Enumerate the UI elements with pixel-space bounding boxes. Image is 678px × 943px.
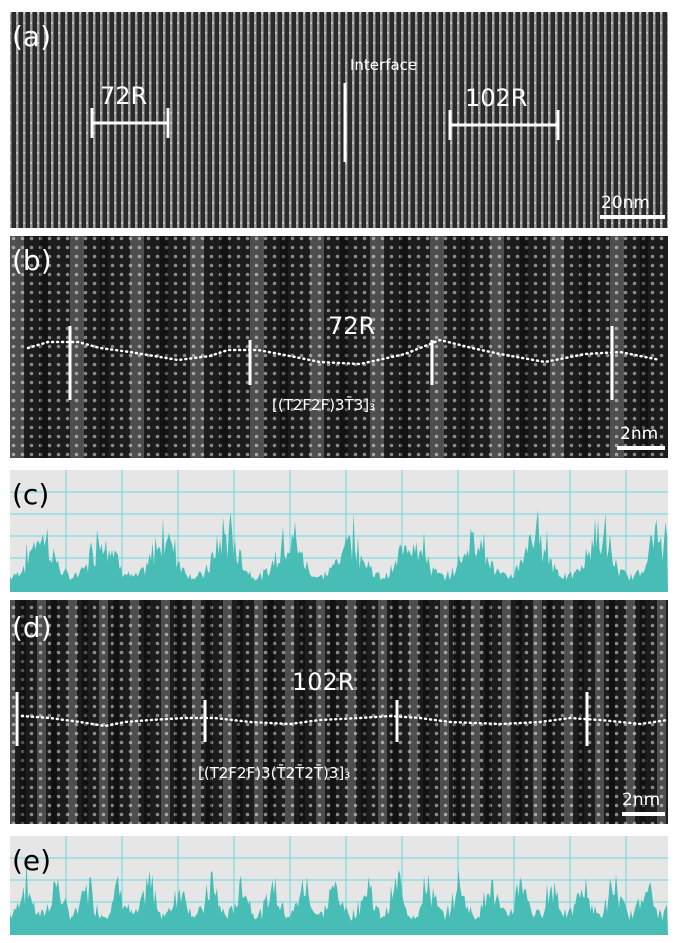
- panel-label: (a): [12, 20, 51, 53]
- intensity-profile: [10, 858, 668, 935]
- panel-a: (a) 72R Interface 102R 20nm: [10, 12, 668, 228]
- panel-label: (c): [12, 478, 49, 511]
- stacking-path: [26, 338, 662, 366]
- panel-e: (e): [10, 836, 668, 935]
- arrow: [448, 110, 560, 140]
- scale-label: 20nm: [601, 193, 650, 213]
- interface-label: Interface: [350, 56, 417, 74]
- period-label: 72R: [328, 312, 375, 340]
- arrow: [90, 108, 170, 138]
- panel-b: (b) 72R [(T2F2F)3T̄3]₃ 2nm: [10, 236, 668, 458]
- micrograph: [10, 12, 668, 228]
- period-label: 102R: [292, 668, 354, 696]
- stacking-path: [20, 714, 670, 728]
- period-label: 72R: [100, 82, 147, 110]
- micrograph-bands: [10, 236, 668, 458]
- scale-label: 2nm: [622, 790, 660, 810]
- panel-label: (e): [12, 844, 51, 877]
- panel-d: (d) 102R [(T2F2F)3(T̄2T̄2T̄)3]₃ 2nm: [10, 600, 670, 824]
- panel-label: (b): [12, 244, 52, 277]
- stacking-label: [(T2F2F)3(T̄2T̄2T̄)3]₃: [198, 763, 350, 782]
- panel-label: (d): [12, 611, 52, 644]
- panel-c: (c): [10, 470, 668, 592]
- scale-label: 2nm: [620, 424, 658, 444]
- period-label: 102R: [465, 84, 527, 112]
- intensity-profile: [10, 509, 668, 592]
- micrograph-bands: [10, 600, 668, 824]
- stacking-label: [(T2F2F)3T̄3]₃: [272, 395, 375, 414]
